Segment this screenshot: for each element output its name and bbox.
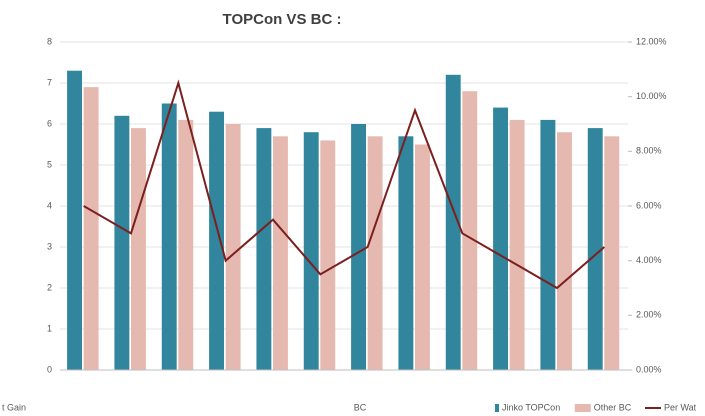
bar: [557, 132, 572, 370]
y2-tick-label: 0.00%: [636, 364, 662, 374]
line: [83, 79, 605, 290]
y2-tick-label: 2.00%: [636, 310, 662, 320]
bar: [303, 132, 319, 370]
bar: [351, 124, 367, 370]
y-tick-label: 5: [47, 159, 52, 169]
y-tick-label: 4: [47, 200, 52, 210]
legend-label: Per Wat: [664, 402, 697, 412]
bar: [320, 140, 336, 370]
y2-tick-label: 12.00%: [636, 36, 667, 46]
bar: [114, 115, 130, 370]
bar: [161, 103, 177, 370]
annotation: t Gain: [2, 402, 26, 412]
bar: [415, 144, 430, 370]
legend-swatch: [574, 404, 591, 412]
bar: [493, 107, 509, 370]
y-tick-label: 6: [47, 118, 52, 128]
legend-label: Jinko TOPCon: [502, 402, 560, 412]
y-tick-label: 2: [47, 282, 52, 292]
y2-tick-label: 8.00%: [636, 146, 662, 156]
annotation: BC: [354, 402, 367, 412]
bar: [462, 91, 478, 370]
bar: [273, 136, 288, 370]
bar: [587, 128, 603, 370]
legend-label: Other BC: [594, 402, 632, 412]
bar: [178, 119, 194, 371]
bar: [67, 70, 83, 370]
bar: [398, 136, 414, 370]
bar: [256, 128, 272, 370]
y-tick-label: 3: [47, 241, 52, 251]
chart-title: TOPCon VS BC :: [223, 11, 342, 28]
bar: [509, 119, 525, 371]
bar: [367, 136, 383, 370]
bar: [209, 111, 225, 370]
y2-tick-label: 4.00%: [636, 255, 662, 265]
bar: [540, 119, 556, 371]
bar: [445, 74, 461, 371]
bar: [604, 136, 620, 370]
y-tick-label: 0: [47, 364, 52, 374]
y-tick-label: 1: [47, 323, 52, 333]
bar: [131, 128, 146, 370]
y-tick-label: 8: [47, 36, 52, 46]
bar: [83, 87, 99, 370]
y2-tick-label: 6.00%: [636, 200, 662, 210]
y2-tick-label: 10.00%: [636, 91, 667, 101]
bar: [225, 124, 241, 370]
y-tick-label: 7: [47, 77, 52, 87]
legend-swatch: [495, 404, 499, 412]
